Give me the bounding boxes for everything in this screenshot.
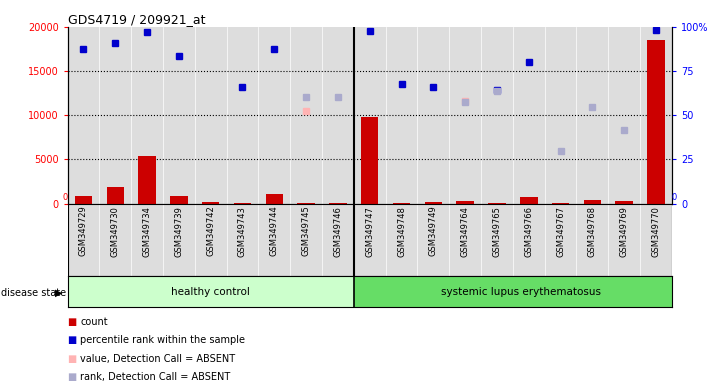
- Text: GDS4719 / 209921_at: GDS4719 / 209921_at: [68, 13, 205, 26]
- Text: healthy control: healthy control: [171, 287, 250, 297]
- Bar: [227, 27, 258, 204]
- Bar: [616, 201, 633, 204]
- Bar: [290, 27, 322, 204]
- Bar: [258, 204, 290, 276]
- Text: GSM349767: GSM349767: [556, 206, 565, 257]
- Bar: [163, 204, 195, 276]
- Bar: [449, 204, 481, 276]
- Bar: [195, 27, 227, 204]
- Text: percentile rank within the sample: percentile rank within the sample: [80, 335, 245, 345]
- Bar: [202, 202, 220, 204]
- Bar: [481, 204, 513, 276]
- Bar: [424, 202, 442, 204]
- Bar: [417, 27, 449, 204]
- Text: ■: ■: [68, 317, 77, 327]
- Bar: [647, 40, 665, 204]
- Bar: [449, 27, 481, 204]
- Bar: [417, 204, 449, 276]
- Bar: [513, 27, 545, 204]
- Text: GSM349765: GSM349765: [493, 206, 501, 257]
- Bar: [290, 204, 322, 276]
- Text: 0: 0: [672, 193, 677, 202]
- Text: GSM349744: GSM349744: [269, 206, 279, 257]
- Bar: [234, 203, 251, 204]
- Bar: [552, 203, 570, 204]
- Text: GSM349746: GSM349746: [333, 206, 343, 257]
- Text: GSM349730: GSM349730: [111, 206, 119, 257]
- Bar: [545, 204, 577, 276]
- Bar: [577, 27, 609, 204]
- Text: disease state: disease state: [1, 288, 66, 298]
- Text: GSM349734: GSM349734: [143, 206, 151, 257]
- Bar: [513, 204, 545, 276]
- Bar: [488, 203, 506, 204]
- Bar: [75, 195, 92, 204]
- Text: GSM349739: GSM349739: [174, 206, 183, 257]
- Bar: [609, 204, 640, 276]
- Bar: [609, 27, 640, 204]
- Bar: [577, 204, 609, 276]
- Bar: [107, 187, 124, 204]
- Bar: [361, 117, 378, 204]
- Text: GSM349768: GSM349768: [588, 206, 597, 257]
- Bar: [258, 27, 290, 204]
- Bar: [640, 204, 672, 276]
- Text: rank, Detection Call = ABSENT: rank, Detection Call = ABSENT: [80, 372, 230, 382]
- Bar: [227, 204, 258, 276]
- Text: GSM349745: GSM349745: [301, 206, 311, 257]
- Bar: [640, 27, 672, 204]
- Bar: [68, 27, 100, 204]
- Bar: [322, 204, 354, 276]
- Bar: [131, 27, 163, 204]
- Bar: [163, 27, 195, 204]
- Bar: [139, 156, 156, 204]
- Bar: [456, 201, 474, 204]
- Bar: [131, 204, 163, 276]
- Bar: [545, 27, 577, 204]
- Bar: [100, 204, 131, 276]
- Text: GSM349766: GSM349766: [524, 206, 533, 257]
- Text: GSM349769: GSM349769: [620, 206, 629, 257]
- Bar: [297, 203, 315, 204]
- Text: systemic lupus erythematosus: systemic lupus erythematosus: [441, 287, 601, 297]
- Bar: [354, 27, 385, 204]
- Bar: [385, 27, 417, 204]
- Text: value, Detection Call = ABSENT: value, Detection Call = ABSENT: [80, 354, 235, 364]
- Text: GSM349729: GSM349729: [79, 206, 88, 257]
- Bar: [68, 204, 100, 276]
- Text: 0: 0: [63, 193, 68, 202]
- Text: GSM349770: GSM349770: [651, 206, 661, 257]
- Text: GSM349743: GSM349743: [238, 206, 247, 257]
- Text: ■: ■: [68, 354, 77, 364]
- Text: count: count: [80, 317, 108, 327]
- Text: GSM349764: GSM349764: [461, 206, 470, 257]
- Text: GSM349749: GSM349749: [429, 206, 438, 257]
- Bar: [385, 204, 417, 276]
- Bar: [100, 27, 131, 204]
- Bar: [481, 27, 513, 204]
- Bar: [170, 197, 188, 204]
- Bar: [584, 200, 601, 204]
- Bar: [68, 276, 354, 307]
- Text: ▶: ▶: [55, 288, 63, 298]
- Text: GSM349747: GSM349747: [365, 206, 374, 257]
- Bar: [329, 203, 347, 204]
- Text: GSM349748: GSM349748: [397, 206, 406, 257]
- Bar: [520, 197, 538, 204]
- Bar: [195, 204, 227, 276]
- Text: ■: ■: [68, 335, 77, 345]
- Bar: [265, 194, 283, 204]
- Bar: [354, 204, 385, 276]
- Bar: [354, 276, 688, 307]
- Text: GSM349742: GSM349742: [206, 206, 215, 257]
- Bar: [392, 203, 410, 204]
- Bar: [322, 27, 354, 204]
- Text: ■: ■: [68, 372, 77, 382]
